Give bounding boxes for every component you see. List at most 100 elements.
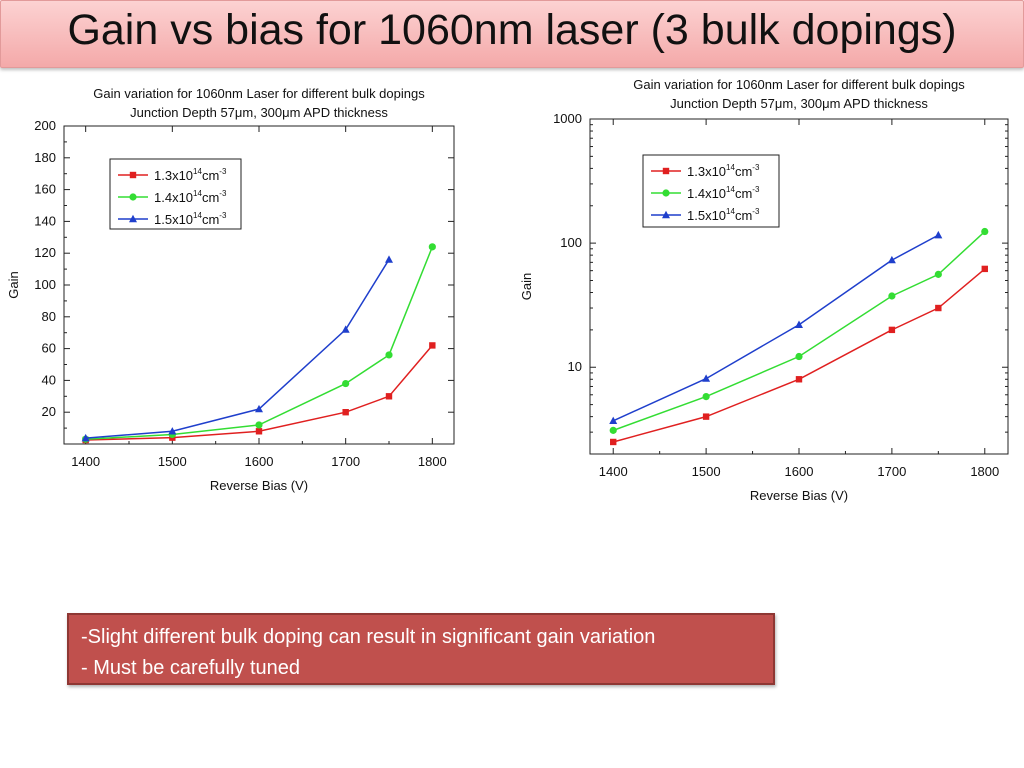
legend-text-part: 1.3x10 bbox=[687, 164, 726, 179]
x-tick-label: 1700 bbox=[877, 464, 906, 479]
x-tick-label: 1400 bbox=[599, 464, 628, 479]
data-point-square bbox=[342, 409, 349, 416]
y-tick-label: 10 bbox=[568, 359, 582, 374]
x-tick-label: 1800 bbox=[418, 454, 447, 469]
legend-label-2: 1.5x1014cm-3 bbox=[687, 207, 760, 223]
legend-text-part: -3 bbox=[752, 185, 760, 194]
legend-label-1: 1.4x1014cm-3 bbox=[687, 185, 760, 201]
data-point-square bbox=[888, 326, 896, 334]
x-tick-label: 1500 bbox=[158, 454, 187, 469]
data-point-square bbox=[255, 428, 263, 435]
data-point-triangle bbox=[168, 427, 177, 435]
legend-text-part: 14 bbox=[726, 163, 735, 172]
data-point-triangle bbox=[341, 325, 350, 333]
data-point-circle bbox=[385, 351, 393, 359]
legend-text-part: 1.5x10 bbox=[687, 208, 726, 223]
legend-text-part: 1.4x10 bbox=[687, 186, 726, 201]
x-tick-label: 1600 bbox=[785, 464, 814, 479]
chart-title: Gain variation for 1060nm Laser for diff… bbox=[93, 86, 425, 101]
legend-marker-triangle bbox=[662, 210, 670, 219]
chart-title: Gain variation for 1060nm Laser for diff… bbox=[633, 77, 965, 92]
data-point-circle bbox=[342, 379, 350, 388]
legend-text-part: cm bbox=[735, 164, 752, 179]
legend-label-0: 1.3x1014cm-3 bbox=[154, 167, 227, 183]
y-tick-label: 20 bbox=[42, 404, 56, 419]
data-point-triangle bbox=[934, 230, 943, 239]
y-tick-label: 100 bbox=[34, 277, 56, 292]
y-tick-label: 1000 bbox=[553, 111, 582, 126]
data-point-square bbox=[981, 265, 988, 273]
legend-text-part: 14 bbox=[726, 185, 735, 194]
legend-text-part: 14 bbox=[193, 211, 202, 220]
legend-text-part: cm bbox=[202, 168, 219, 183]
legend-marker-circle bbox=[129, 193, 137, 201]
x-axis-label: Reverse Bias (V) bbox=[750, 488, 848, 503]
legend-label-2: 1.5x1014cm-3 bbox=[154, 211, 227, 227]
data-point-circle bbox=[255, 421, 263, 429]
x-tick-label: 1700 bbox=[331, 454, 360, 469]
data-point-circle bbox=[981, 227, 989, 236]
title-bar bbox=[0, 0, 1024, 68]
y-tick-label: 80 bbox=[42, 309, 56, 324]
data-point-triangle bbox=[81, 433, 90, 442]
legend-text-part: -3 bbox=[752, 163, 760, 172]
legend-marker-square bbox=[662, 167, 670, 175]
legend-label-0: 1.3x1014cm-3 bbox=[687, 163, 760, 179]
x-axis-label: Reverse Bias (V) bbox=[210, 478, 308, 493]
series-line-0 bbox=[85, 344, 433, 441]
y-axis-label: Gain bbox=[519, 273, 534, 300]
data-point-triangle bbox=[795, 320, 803, 328]
legend-text-part: -3 bbox=[219, 167, 227, 176]
data-point-triangle bbox=[609, 416, 618, 425]
series-line-1 bbox=[612, 230, 986, 432]
data-point-square bbox=[935, 304, 942, 312]
chart-subtitle: Junction Depth 57μm, 300μm APD thickness bbox=[670, 96, 928, 111]
data-point-square bbox=[429, 342, 436, 349]
data-point-circle bbox=[428, 243, 436, 251]
slide-title: Gain vs bias for 1060nm laser (3 bulk do… bbox=[67, 6, 957, 54]
gain-vs-bias-linear-chart: Gain variation for 1060nm Laser for diff… bbox=[6, 86, 455, 493]
chart-subtitle: Junction Depth 57μm, 300μm APD thickness bbox=[130, 105, 388, 120]
legend-label-1: 1.4x1014cm-3 bbox=[154, 189, 227, 205]
data-point-triangle bbox=[887, 255, 896, 264]
legend-text-part: -3 bbox=[219, 189, 227, 198]
data-point-circle bbox=[795, 352, 803, 361]
data-point-square bbox=[795, 376, 803, 383]
summary-note-box: -Slight different bulk doping can result… bbox=[67, 613, 775, 685]
x-tick-label: 1800 bbox=[970, 464, 999, 479]
legend-text-part: cm bbox=[202, 190, 219, 205]
legend-text-part: cm bbox=[735, 208, 752, 223]
note-line-2: - Must be carefully tuned bbox=[81, 657, 300, 679]
legend-marker-triangle bbox=[129, 214, 137, 223]
y-tick-label: 140 bbox=[34, 213, 56, 228]
data-point-triangle bbox=[255, 404, 263, 413]
legend-marker-circle bbox=[662, 189, 670, 197]
y-tick-label: 180 bbox=[34, 150, 56, 165]
x-tick-label: 1500 bbox=[692, 464, 721, 479]
data-point-circle bbox=[609, 426, 617, 434]
legend-text-part: -3 bbox=[752, 207, 760, 216]
legend-text-part: 14 bbox=[726, 207, 735, 216]
legend-text-part: 1.5x10 bbox=[154, 212, 193, 227]
y-axis-label: Gain bbox=[6, 271, 21, 298]
y-tick-label: 40 bbox=[42, 372, 56, 387]
y-tick-label: 200 bbox=[34, 118, 56, 133]
y-tick-label: 60 bbox=[42, 341, 56, 356]
legend-text-part: cm bbox=[735, 186, 752, 201]
legend-text-part: 1.4x10 bbox=[154, 190, 193, 205]
data-point-square bbox=[385, 393, 393, 400]
legend-text-part: cm bbox=[202, 212, 219, 227]
note-line-1: -Slight different bulk doping can result… bbox=[81, 626, 656, 648]
legend-text-part: 14 bbox=[193, 167, 202, 176]
gain-vs-bias-log-chart: Gain variation for 1060nm Laser for diff… bbox=[519, 77, 1009, 503]
y-tick-label: 120 bbox=[34, 245, 56, 260]
legend-text-part: 14 bbox=[193, 189, 202, 198]
legend-marker-square bbox=[129, 171, 137, 179]
data-point-triangle bbox=[702, 374, 711, 382]
series-line-0 bbox=[613, 268, 986, 443]
data-point-circle bbox=[888, 292, 896, 300]
y-tick-label: 160 bbox=[34, 182, 56, 197]
legend-text-part: -3 bbox=[219, 211, 227, 220]
data-point-square bbox=[610, 438, 617, 446]
legend-text-part: 1.3x10 bbox=[154, 168, 193, 183]
